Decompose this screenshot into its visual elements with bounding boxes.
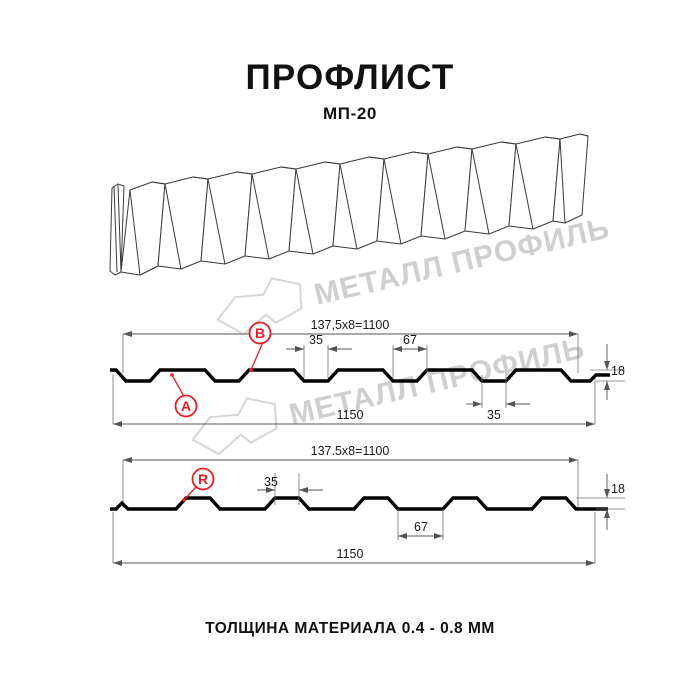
callout-b: B bbox=[248, 321, 272, 372]
dim-67-a: 67 bbox=[392, 333, 428, 379]
dim-35-r: 35 bbox=[257, 473, 323, 505]
dim-35-bottom-a: 35 bbox=[466, 375, 530, 422]
dim-67-r: 67 bbox=[397, 509, 444, 540]
dim-35-top-a: 35 bbox=[286, 333, 352, 378]
dim-67-r-label: 67 bbox=[414, 520, 428, 534]
dim-bottom-a: 1150 bbox=[112, 374, 596, 427]
page-subtitle: МП-20 bbox=[323, 104, 377, 123]
dim-top-a-label: 137,5x8=1100 bbox=[311, 318, 390, 332]
callout-a-label: A bbox=[181, 398, 191, 414]
callout-r: R bbox=[182, 467, 215, 502]
profile-outline-r bbox=[110, 496, 608, 511]
iso-sheet bbox=[109, 133, 589, 276]
dim-top-r: 137.5x8=1100 bbox=[122, 444, 579, 508]
callout-b-label: B bbox=[255, 325, 265, 341]
callout-r-label: R bbox=[198, 471, 208, 487]
dim-top-a: 137,5x8=1100 bbox=[122, 318, 579, 373]
dim-height-r-label: 18 bbox=[611, 482, 625, 496]
dim-bottom-a-label: 1150 bbox=[337, 408, 364, 422]
watermark-text-1: МЕТАЛЛ ПРОФИЛЬ bbox=[311, 212, 613, 312]
dim-bottom-r: 1150 bbox=[112, 512, 596, 566]
dim-67-a-label: 67 bbox=[403, 333, 417, 347]
dim-bottom-r-label: 1150 bbox=[337, 547, 364, 561]
dim-35-r-label: 35 bbox=[264, 475, 278, 489]
dim-top-r-label: 137.5x8=1100 bbox=[311, 444, 390, 458]
dim-height-a: 18 bbox=[590, 344, 625, 400]
dim-height-r: 18 bbox=[576, 474, 625, 530]
material-thickness-note: ТОЛЩИНА МАТЕРИАЛА 0.4 - 0.8 ММ bbox=[205, 620, 495, 637]
profile-outline-a bbox=[110, 368, 610, 383]
page-title: ПРОФЛИСТ bbox=[245, 58, 455, 97]
watermark-text-2: МЕТАЛЛ ПРОФИЛЬ bbox=[286, 332, 588, 432]
dim-35-top-a-label: 35 bbox=[309, 333, 323, 347]
dim-height-a-label: 18 bbox=[611, 364, 625, 378]
callout-a: A bbox=[170, 373, 198, 418]
dim-35-bottom-a-label: 35 bbox=[487, 408, 501, 422]
